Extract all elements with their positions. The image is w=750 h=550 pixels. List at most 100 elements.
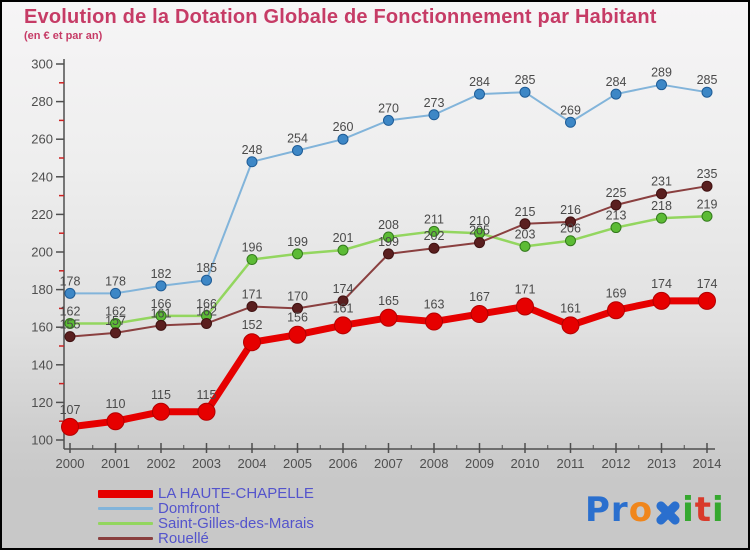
y-tick-label: 300 (31, 57, 53, 72)
value-label: 182 (151, 267, 172, 281)
value-label: 161 (333, 301, 354, 315)
chart-svg: 100 120 140 160 180 200 220 240 260 280 300 2000 200… (31, 57, 721, 472)
x-tick-label: 2003 (192, 456, 221, 471)
value-label: 170 (287, 289, 308, 303)
x-tick-label: 2002 (147, 456, 176, 471)
value-label: 107 (60, 403, 81, 417)
value-label: 167 (469, 290, 490, 304)
value-label: 285 (697, 73, 718, 87)
legend-item: Domfront (98, 501, 314, 516)
data-point (152, 402, 170, 421)
data-point (201, 317, 212, 329)
value-label: 201 (333, 231, 354, 245)
y-tick-label: 280 (31, 94, 53, 109)
value-label: 260 (333, 120, 354, 134)
value-label: 161 (560, 301, 581, 315)
value-label: 171 (515, 283, 536, 297)
y-tick-label: 140 (31, 357, 53, 372)
chart-subtitle: (en € et par an) (24, 30, 103, 42)
value-label: 205 (469, 224, 490, 238)
data-point (288, 325, 307, 344)
data-point (64, 287, 76, 299)
value-label: 174 (333, 282, 354, 296)
value-label: 219 (697, 197, 718, 211)
value-label: 171 (242, 288, 263, 302)
data-point (428, 242, 440, 254)
y-tick-label: 200 (31, 245, 53, 260)
x-tick-label: 2006 (329, 456, 358, 471)
y-tick-label: 100 (31, 433, 53, 448)
value-label: 162 (60, 304, 81, 318)
logo-letter: t (694, 490, 712, 530)
x-tick-label: 2004 (238, 456, 267, 471)
data-point (337, 133, 349, 145)
data-point (383, 231, 394, 243)
value-label: 289 (651, 66, 672, 80)
value-label: 178 (105, 274, 126, 288)
data-point (470, 305, 489, 324)
data-point (656, 212, 667, 224)
data-point (701, 86, 713, 98)
value-label: 284 (606, 75, 627, 89)
data-point (656, 79, 667, 91)
data-point (292, 302, 303, 314)
data-point (607, 301, 625, 320)
value-label: 216 (560, 203, 581, 217)
data-point (516, 297, 534, 316)
value-label: 115 (197, 388, 217, 402)
value-label: 225 (606, 186, 627, 200)
data-point (64, 331, 76, 343)
chart-title: Evolution de la Dotation Globale de Fonc… (24, 6, 657, 28)
value-label: 206 (560, 222, 581, 236)
value-label: 199 (378, 235, 399, 249)
data-point (610, 222, 622, 234)
value-label: 166 (151, 297, 172, 311)
x-tick-label: 2005 (283, 456, 312, 471)
value-label: 174 (697, 277, 718, 291)
data-point (337, 244, 349, 256)
value-label: 211 (424, 212, 444, 226)
data-point (292, 144, 303, 156)
value-label: 202 (424, 229, 445, 243)
value-label: 213 (606, 209, 627, 223)
data-point (656, 188, 667, 200)
legend-swatch (98, 522, 153, 525)
value-label: 169 (606, 286, 627, 300)
data-point (701, 180, 713, 192)
value-label: 161 (151, 306, 172, 320)
data-point (565, 116, 576, 128)
x-tick-label: 2000 (56, 456, 85, 471)
data-point (337, 295, 349, 307)
legend-label: Saint-Gilles-des-Marais (158, 515, 314, 532)
y-tick-label: 120 (31, 395, 53, 410)
legend: LA HAUTE-CHAPELLE Domfront Saint-Gilles-de… (98, 486, 314, 546)
y-tick-label: 160 (31, 320, 53, 335)
logo-letter: o (628, 490, 654, 530)
x-tick-label: 2010 (511, 456, 540, 471)
value-label: 110 (106, 397, 126, 411)
data-point (519, 86, 531, 98)
value-label: 163 (424, 298, 445, 312)
data-point (106, 412, 125, 431)
data-point (201, 274, 212, 286)
data-point (383, 114, 394, 126)
value-label: 162 (105, 304, 126, 318)
x-tick-label: 2011 (557, 456, 585, 471)
data-point (698, 291, 716, 310)
value-label: 254 (287, 131, 308, 145)
x-tick-label: 2007 (374, 456, 403, 471)
data-point (243, 333, 261, 352)
value-label: 269 (560, 103, 581, 117)
legend-swatch (98, 537, 153, 540)
data-point (110, 327, 121, 339)
x-tick-label: 2009 (465, 456, 494, 471)
data-point (61, 417, 79, 436)
legend-item: Rouellé (98, 531, 314, 546)
value-label: 248 (242, 143, 263, 157)
value-label: 270 (378, 101, 399, 115)
value-label: 196 (242, 241, 263, 255)
value-label: 185 (196, 261, 217, 275)
data-point (701, 210, 713, 222)
